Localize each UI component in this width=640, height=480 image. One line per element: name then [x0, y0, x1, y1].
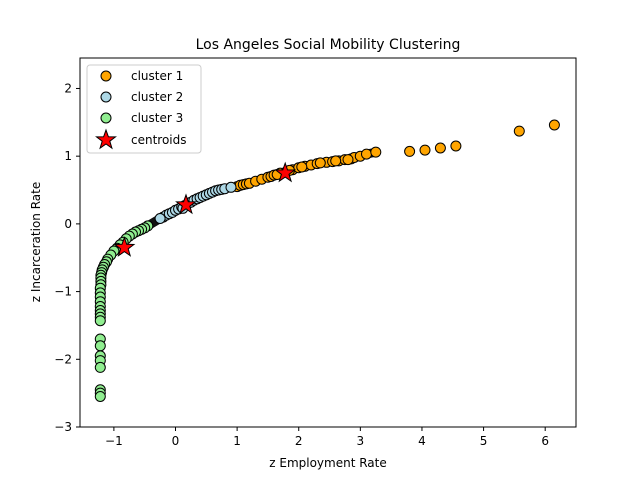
centroid-marker — [113, 236, 136, 257]
y-tick-label: 0 — [64, 217, 72, 231]
y-tick-label: −2 — [54, 352, 72, 366]
y-tick-label: 2 — [64, 81, 72, 95]
y-tick-label: −1 — [54, 285, 72, 299]
data-point-cluster-1 — [342, 154, 354, 166]
legend-marker-cluster-1 — [100, 70, 112, 82]
data-point-cluster-3 — [94, 315, 106, 327]
centroid-marker — [175, 193, 197, 215]
data-point-cluster-1 — [296, 161, 308, 173]
data-point-cluster-1 — [361, 148, 372, 160]
data-point-cluster-2 — [225, 181, 237, 193]
legend-label-cluster-2: cluster 2 — [131, 90, 183, 104]
x-tick-label: 5 — [480, 434, 488, 448]
legend-marker-cluster-2 — [100, 91, 112, 103]
x-tick-label: 0 — [172, 434, 180, 448]
y-axis: −3 −2 −1 0 1 2 — [54, 81, 80, 434]
x-tick-label: 3 — [357, 434, 365, 448]
data-point-cluster-3 — [94, 361, 106, 373]
points-layer — [94, 119, 560, 402]
plot-area — [79, 57, 577, 428]
data-point-cluster-3 — [94, 340, 106, 352]
legend-frame — [86, 64, 202, 154]
data-point-cluster-1 — [434, 142, 446, 154]
data-point-cluster-1 — [548, 119, 560, 131]
x-axis-label: z Employment Rate — [269, 456, 387, 470]
data-point-cluster-1 — [314, 157, 326, 169]
centroid-layer — [113, 161, 297, 257]
x-tick-label: 2 — [295, 434, 303, 448]
centroid-marker — [274, 161, 297, 183]
data-point-cluster-1 — [404, 145, 416, 157]
data-point-cluster-1 — [450, 140, 462, 152]
legend-star-icon — [95, 128, 117, 150]
data-point-cluster-1 — [370, 146, 382, 158]
legend-marker-centroids — [95, 128, 117, 150]
data-point-cluster-3 — [94, 391, 106, 402]
data-point-cluster-1 — [330, 155, 342, 167]
legend-label-centroids: centroids — [131, 133, 187, 147]
data-point-cluster-1 — [419, 144, 431, 156]
x-tick-label: 1 — [233, 434, 241, 448]
x-tick-label: 6 — [541, 434, 549, 448]
legend: cluster 1 cluster 2 cluster 3 centroids — [86, 64, 202, 154]
legend-marker-cluster-3 — [100, 112, 112, 124]
data-point-cluster-1 — [513, 125, 525, 137]
y-axis-label: z Incarceration Rate — [29, 182, 43, 302]
y-tick-label: 1 — [64, 149, 72, 163]
x-tick-label: 4 — [418, 434, 426, 448]
x-axis: −1 0 1 2 3 4 5 6 — [105, 427, 549, 448]
chart-title: Los Angeles Social Mobility Clustering — [196, 37, 461, 53]
x-tick-label: −1 — [105, 434, 123, 448]
legend-label-cluster-3: cluster 3 — [131, 111, 183, 125]
legend-label-cluster-1: cluster 1 — [131, 69, 183, 83]
data-point-cluster-2 — [154, 213, 166, 224]
y-tick-label: −3 — [54, 420, 72, 434]
